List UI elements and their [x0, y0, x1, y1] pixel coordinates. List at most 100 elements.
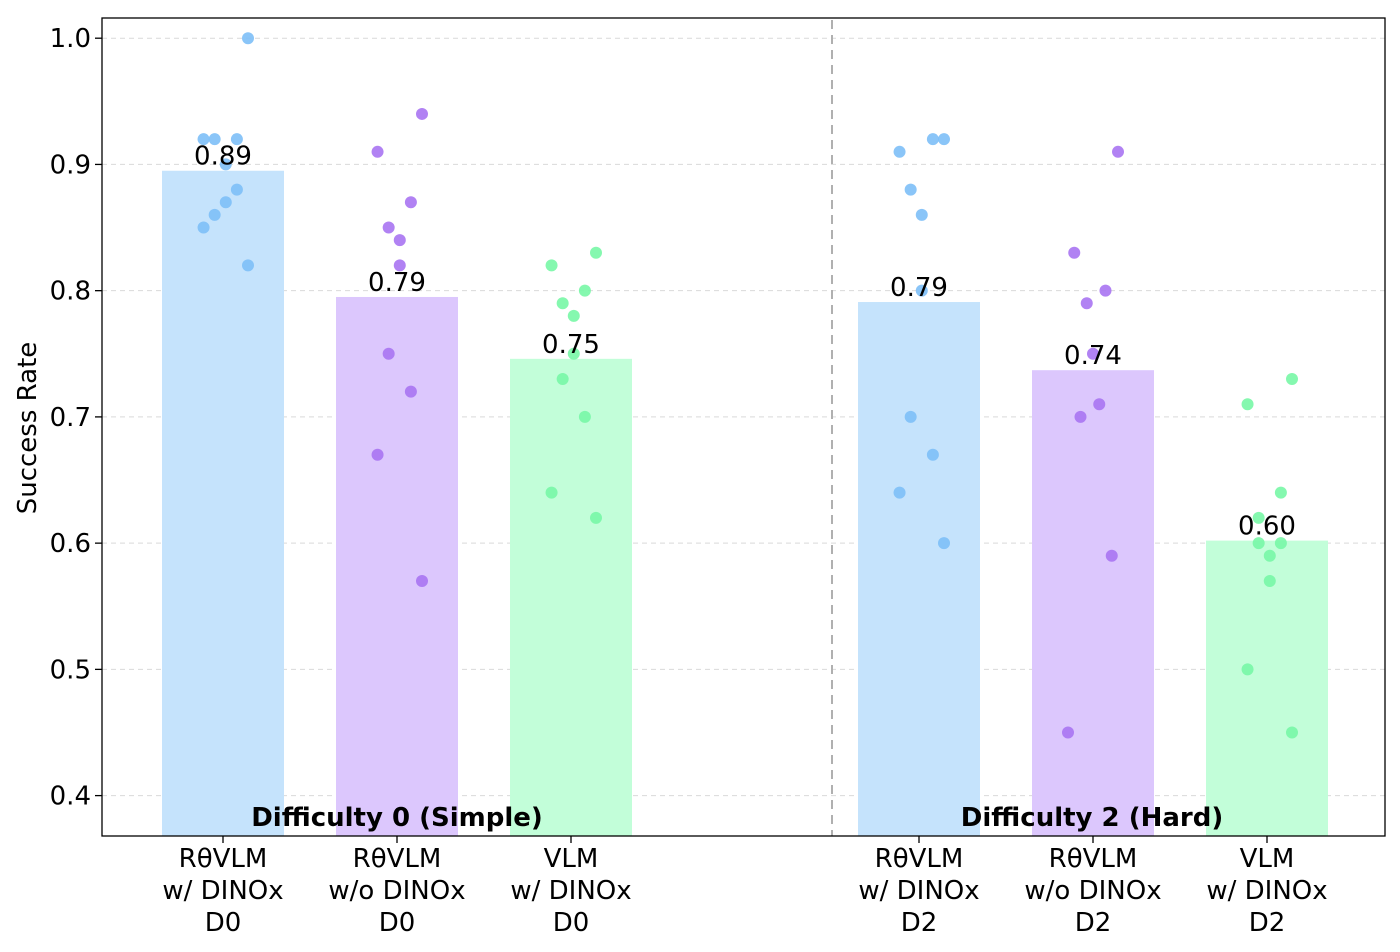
trial-points: [197, 32, 1298, 739]
y-tick-label: 0.4: [50, 782, 91, 812]
trial-point: [230, 183, 243, 196]
trial-point: [567, 309, 580, 322]
trial-point: [219, 196, 232, 209]
trial-point: [1274, 537, 1287, 550]
trial-point: [1241, 398, 1254, 411]
trial-point: [556, 373, 569, 386]
x-tick-label: VLM: [544, 844, 599, 874]
bar-value-label: 0.89: [194, 142, 252, 172]
trial-point: [1112, 145, 1124, 158]
trial-point: [590, 246, 602, 259]
trial-point: [404, 385, 417, 398]
trial-point: [1062, 726, 1074, 739]
group-label-hard: Difficulty 2 (Hard): [961, 803, 1223, 833]
y-tick-label: 0.9: [50, 150, 91, 180]
x-tick-label: D2: [1249, 908, 1286, 938]
x-tick-label: D2: [1075, 908, 1112, 938]
trial-point: [926, 448, 939, 461]
trial-point: [1105, 549, 1118, 562]
trial-point: [590, 511, 602, 524]
x-tick-label: w/o DINOx: [1024, 876, 1161, 906]
x-tick-label: D2: [901, 908, 938, 938]
x-tick-label: D0: [205, 908, 242, 938]
x-tick-label: D0: [553, 908, 590, 938]
trial-point: [1286, 726, 1298, 739]
plot-frame: [101, 17, 1386, 837]
y-axis-label: Success Rate: [13, 342, 43, 515]
trial-point: [208, 208, 221, 221]
trial-point: [904, 410, 917, 423]
y-axis: 0.4 0.5 0.6 0.7 0.8 0.9 1.0: [50, 24, 102, 812]
trial-point: [1252, 511, 1265, 524]
trial-point: [938, 537, 950, 550]
trial-point: [545, 486, 558, 499]
trial-point: [382, 221, 395, 234]
trial-point: [197, 133, 210, 146]
trial-point: [893, 145, 906, 158]
trial-point: [926, 133, 939, 146]
trial-point: [242, 32, 254, 45]
trial-point: [545, 259, 558, 272]
trial-point: [904, 183, 917, 196]
x-tick-label: D0: [379, 908, 416, 938]
gridlines: [102, 37, 1385, 797]
x-tick-label: w/ DINOx: [510, 876, 631, 906]
trial-point: [1074, 410, 1087, 423]
trial-point: [938, 133, 950, 146]
bar-value-label: 0.79: [368, 268, 426, 298]
trial-point: [404, 196, 417, 209]
trial-point: [1274, 486, 1287, 499]
trial-point: [567, 347, 580, 360]
bar: [510, 358, 632, 836]
x-tick-label: RθVLM: [179, 844, 268, 874]
x-tick-label: w/ DINOx: [1206, 876, 1327, 906]
trial-point: [915, 208, 928, 221]
y-tick-label: 0.5: [50, 655, 91, 685]
trial-point: [1252, 537, 1265, 550]
trial-point: [416, 107, 428, 120]
trial-point: [1093, 398, 1106, 411]
trial-point: [915, 284, 928, 297]
trial-point: [371, 448, 384, 461]
trial-point: [371, 145, 384, 158]
bar-value-label: 0.74: [1064, 341, 1122, 371]
trial-point: [393, 234, 406, 247]
y-tick-label: 0.8: [50, 277, 91, 307]
x-tick-label: RθVLM: [1049, 844, 1138, 874]
trial-point: [197, 221, 210, 234]
bar: [1206, 540, 1328, 836]
trial-point: [1263, 549, 1276, 562]
x-tick-label: RθVLM: [875, 844, 964, 874]
bar-value-label: 0.75: [542, 330, 600, 360]
x-tick-label: VLM: [1240, 844, 1295, 874]
trial-point: [578, 284, 591, 297]
x-tick-label: w/ DINOx: [162, 876, 283, 906]
trial-point: [208, 133, 221, 146]
trial-point: [1099, 284, 1112, 297]
x-tick-label: w/o DINOx: [328, 876, 465, 906]
trial-point: [1286, 373, 1298, 386]
trial-point: [1068, 246, 1081, 259]
trial-point: [1263, 575, 1276, 588]
trial-point: [1080, 297, 1093, 310]
trial-point: [893, 486, 906, 499]
value-labels: 0.89 0.79 0.75 0.79 0.74 0.60: [194, 142, 1296, 542]
trial-point: [1241, 663, 1254, 676]
x-tick-label: RθVLM: [353, 844, 442, 874]
bar-value-label: 0.79: [890, 273, 948, 303]
trial-point: [556, 297, 569, 310]
trial-point: [242, 259, 254, 272]
bars: [162, 170, 1328, 836]
trial-point: [382, 347, 395, 360]
bar: [336, 296, 458, 836]
trial-point: [416, 575, 428, 588]
trial-point: [1087, 347, 1099, 360]
trial-point: [578, 410, 591, 423]
bar-value-label: 0.60: [1238, 512, 1296, 542]
trial-point: [393, 259, 406, 272]
group-label-simple: Difficulty 0 (Simple): [251, 803, 543, 833]
bar: [858, 302, 980, 836]
y-tick-label: 1.0: [50, 24, 91, 54]
